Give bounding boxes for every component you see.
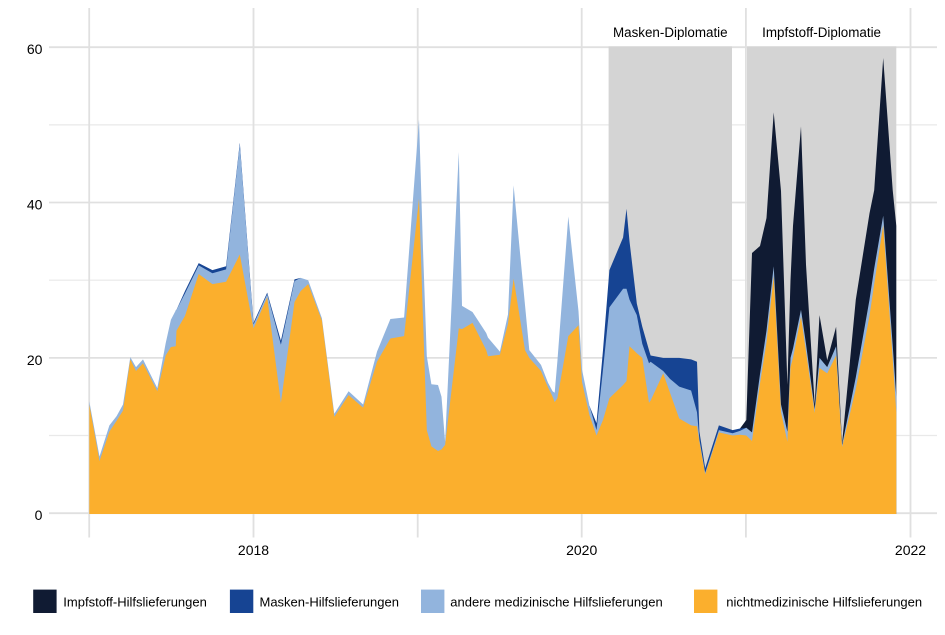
svg-text:0: 0 — [35, 507, 43, 523]
svg-text:andere medizinische Hilfsliefe: andere medizinische Hilfslieferungen — [450, 594, 662, 609]
svg-text:60: 60 — [27, 41, 43, 57]
svg-text:Masken-Hilfslieferungen: Masken-Hilfslieferungen — [260, 594, 399, 609]
svg-text:40: 40 — [27, 197, 43, 213]
svg-text:nichtmedizinische Hilfslieferu: nichtmedizinische Hilfslieferungen — [726, 594, 922, 609]
svg-text:2018: 2018 — [238, 542, 269, 558]
svg-text:2022: 2022 — [895, 542, 926, 558]
svg-text:Impfstoff-Diplomatie: Impfstoff-Diplomatie — [762, 25, 881, 40]
svg-text:20: 20 — [27, 352, 43, 368]
svg-text:Impfstoff-Hilfslieferungen: Impfstoff-Hilfslieferungen — [63, 594, 207, 609]
svg-text:Masken-Diplomatie: Masken-Diplomatie — [613, 25, 728, 40]
svg-text:2020: 2020 — [566, 542, 597, 558]
